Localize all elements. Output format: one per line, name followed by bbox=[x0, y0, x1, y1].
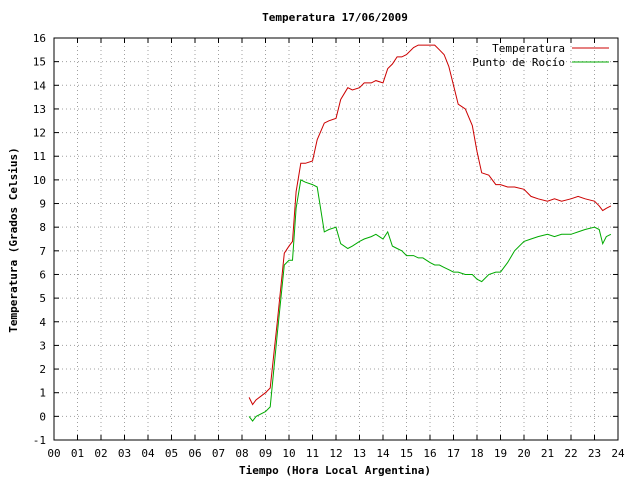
chart-title: Temperatura 17/06/2009 bbox=[262, 11, 408, 24]
x-axis-label: Tiempo (Hora Local Argentina) bbox=[239, 464, 431, 477]
x-tick-label: 08 bbox=[235, 447, 248, 460]
y-tick-label: 14 bbox=[33, 79, 47, 92]
legend-label: Temperatura bbox=[492, 42, 565, 55]
x-tick-label: 10 bbox=[282, 447, 295, 460]
y-tick-label: 6 bbox=[39, 268, 46, 281]
temperature-series-line bbox=[248, 44, 612, 406]
y-tick-label: -1 bbox=[33, 434, 46, 447]
x-tick-label: 17 bbox=[447, 447, 460, 460]
y-tick-label: 15 bbox=[33, 56, 46, 69]
series-lines bbox=[248, 44, 612, 422]
x-tick-label: 05 bbox=[165, 447, 178, 460]
x-tick-label: 16 bbox=[423, 447, 436, 460]
y-tick-label: 5 bbox=[39, 292, 46, 305]
x-tick-label: 04 bbox=[141, 447, 155, 460]
x-tick-label: 15 bbox=[400, 447, 413, 460]
y-tick-label: 13 bbox=[33, 103, 46, 116]
y-tick-label: 10 bbox=[33, 174, 46, 187]
axis-ticks: 00 01 02 03 04 05 06 07 08 09 10 11 12 13 14 15 16 17 18 19… bbox=[33, 32, 625, 460]
x-tick-label: 21 bbox=[541, 447, 554, 460]
y-tick-label: 9 bbox=[39, 198, 46, 211]
y-axis-label: Temperatura (Grados Celsius) bbox=[7, 147, 20, 332]
y-tick-label: 4 bbox=[39, 316, 46, 329]
legend-label: Punto de Rocío bbox=[472, 56, 565, 69]
x-tick-label: 13 bbox=[353, 447, 366, 460]
x-tick-label: 18 bbox=[470, 447, 483, 460]
y-tick-label: 3 bbox=[39, 339, 46, 352]
x-tick-label: 09 bbox=[259, 447, 272, 460]
x-tick-label: 14 bbox=[376, 447, 390, 460]
y-tick-label: 16 bbox=[33, 32, 46, 45]
y-tick-label: 12 bbox=[33, 127, 46, 140]
grid bbox=[54, 38, 618, 440]
x-tick-label: 24 bbox=[611, 447, 625, 460]
x-tick-label: 00 bbox=[47, 447, 60, 460]
x-tick-label: 12 bbox=[329, 447, 342, 460]
x-tick-label: 19 bbox=[494, 447, 507, 460]
y-tick-label: 1 bbox=[39, 387, 46, 400]
dew-point-series-line bbox=[248, 179, 612, 422]
y-tick-label: 0 bbox=[39, 410, 46, 423]
x-tick-label: 07 bbox=[212, 447, 225, 460]
x-tick-label: 03 bbox=[118, 447, 131, 460]
x-tick-label: 20 bbox=[517, 447, 530, 460]
x-tick-label: 01 bbox=[71, 447, 84, 460]
y-tick-label: 7 bbox=[39, 245, 46, 258]
x-tick-label: 11 bbox=[306, 447, 319, 460]
y-tick-label: 11 bbox=[33, 150, 46, 163]
x-tick-label: 22 bbox=[564, 447, 577, 460]
y-tick-label: 2 bbox=[39, 363, 46, 376]
y-tick-label: 8 bbox=[39, 221, 46, 234]
x-tick-label: 06 bbox=[188, 447, 201, 460]
x-tick-label: 02 bbox=[94, 447, 107, 460]
x-tick-label: 23 bbox=[588, 447, 601, 460]
